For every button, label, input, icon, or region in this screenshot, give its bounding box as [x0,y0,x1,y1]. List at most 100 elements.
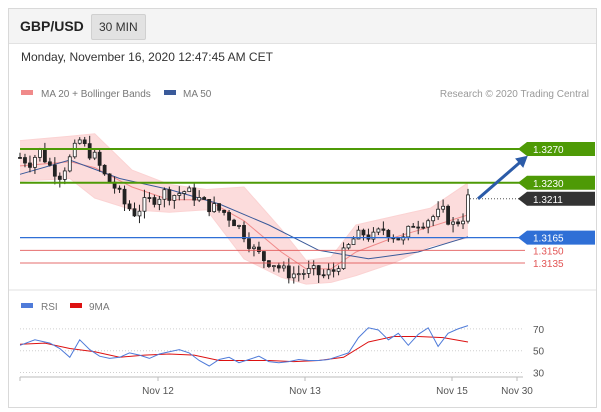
candle-body [77,139,82,144]
candle-body [97,151,102,166]
projection-arrow-head [515,155,528,168]
bollinger-lower-line [19,177,469,285]
candle-body [371,231,376,240]
candle-body [262,251,266,262]
toolbar: GBP/USD 30 MIN [9,9,596,44]
last-price-tag [518,191,595,206]
bollinger-upper-line [19,133,469,261]
candle-body [266,260,271,267]
candle-body [257,246,261,253]
candle-body [57,175,62,180]
candle-body [237,225,241,227]
candle-body [451,221,455,225]
ma9-legend-label: 9MA [89,302,110,313]
candle-body [326,269,331,276]
candle-body [18,157,22,159]
candle-body [182,191,187,194]
candle-body [321,274,326,277]
candle-body [33,156,37,168]
candle-body [271,265,276,268]
candle-body [117,187,122,190]
candle-body [366,234,371,240]
x-axis-ticks: Nov 12 Nov 13 Nov 15 Nov 30 [19,377,533,397]
candle-body [152,197,157,205]
bollinger-legend-label: MA 20 + Bollinger Bands [41,89,151,100]
x-tick-label: Nov 15 [436,386,468,397]
x-tick-label: Nov 30 [501,386,533,397]
candle-body [23,157,27,164]
candle-body [92,151,97,159]
candle-body [52,164,57,177]
candle-body [172,194,177,201]
candle-body [132,208,137,217]
support-label: 1.3135 [533,259,564,270]
candle-body [232,219,236,227]
x-tick-label: Nov 12 [142,386,174,397]
resistance-label-tag [518,141,595,156]
candle-body [426,220,431,228]
candle-body [167,189,172,201]
candle-body [376,228,381,233]
candle-body [47,161,52,166]
candle-body [192,187,197,201]
credit-text: Research © 2020 Trading Central [440,89,589,100]
candle-body [67,156,72,172]
ma9-line [19,336,469,363]
candle-body [202,197,207,200]
candle-body [386,229,391,239]
candle-body [227,212,231,221]
candle-body [217,203,222,211]
candle-body [441,205,446,210]
candle-body [346,244,351,249]
main-plot [18,133,470,285]
candle-body [411,225,416,228]
candle-body [242,225,246,240]
candle-body [421,226,426,229]
candle-body [252,246,256,249]
candle-body [361,229,366,236]
candle-body [331,269,336,272]
candle-body [122,188,127,205]
candle-body [446,205,450,225]
rsi-plot: 70 50 30 [19,325,545,380]
candle-body [127,203,132,210]
candle-body [87,143,92,159]
ma50-legend-label: MA 50 [183,89,212,100]
candle-body [207,199,212,213]
candle-body [406,225,411,238]
timestamp: Monday, November 16, 2020 12:47:45 AM CE… [21,50,273,64]
ma50-legend-swatch [164,90,176,95]
support-label: 1.3150 [533,246,564,257]
bollinger-legend-swatch [21,90,33,95]
candle-body [107,173,112,183]
candle-body [291,273,296,279]
candle-body [197,197,202,201]
candle-body [466,194,470,222]
candle-body [436,208,441,218]
pivot-label-tag [518,230,595,245]
candle-body [416,226,421,229]
candle-body [187,187,192,193]
pair-title: GBP/USD [20,18,84,34]
rsi-tick-label: 30 [533,369,545,380]
candle-body [356,229,361,240]
candle-body [456,221,460,225]
bollinger-band-fill [20,133,468,285]
candle-body [311,265,316,269]
candle-body [286,265,291,279]
projection-arrow-shaft [477,159,523,200]
candle-body [281,265,286,269]
timeframe-button[interactable]: 30 MIN [91,14,146,40]
candle-body [401,236,406,241]
candle-body [306,267,311,274]
candle-body [336,268,341,272]
rsi-legend-swatch [21,303,33,308]
candle-body [177,193,182,196]
rsi-tick-label: 50 [533,347,545,358]
candle-body [461,220,465,225]
candle-body [296,273,301,276]
resistance-label-tag [518,175,595,190]
candle-body [162,189,167,200]
